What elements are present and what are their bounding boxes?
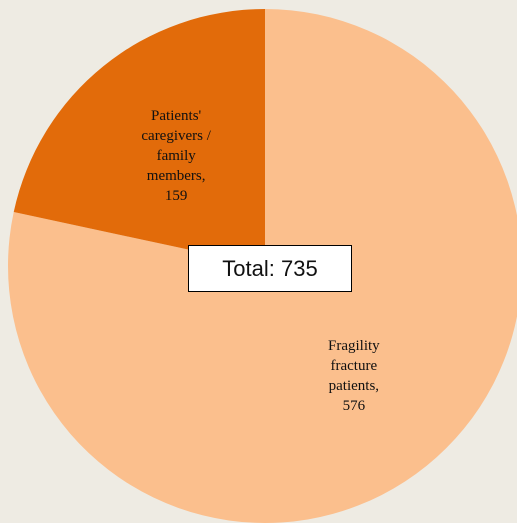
pie-slice [13,9,265,266]
total-annotation: Total: 735 [188,245,352,292]
slice-category: Patients' caregivers / family members, [141,108,211,185]
slice-category: Fragility fracture patients, [327,337,380,394]
slice-value: 576 [342,397,366,414]
slice-value: 159 [164,188,188,205]
slice-label: Fragility fracture patients, 576 [312,336,396,416]
slice-label: Patients' caregivers / family members, 15… [134,106,218,206]
